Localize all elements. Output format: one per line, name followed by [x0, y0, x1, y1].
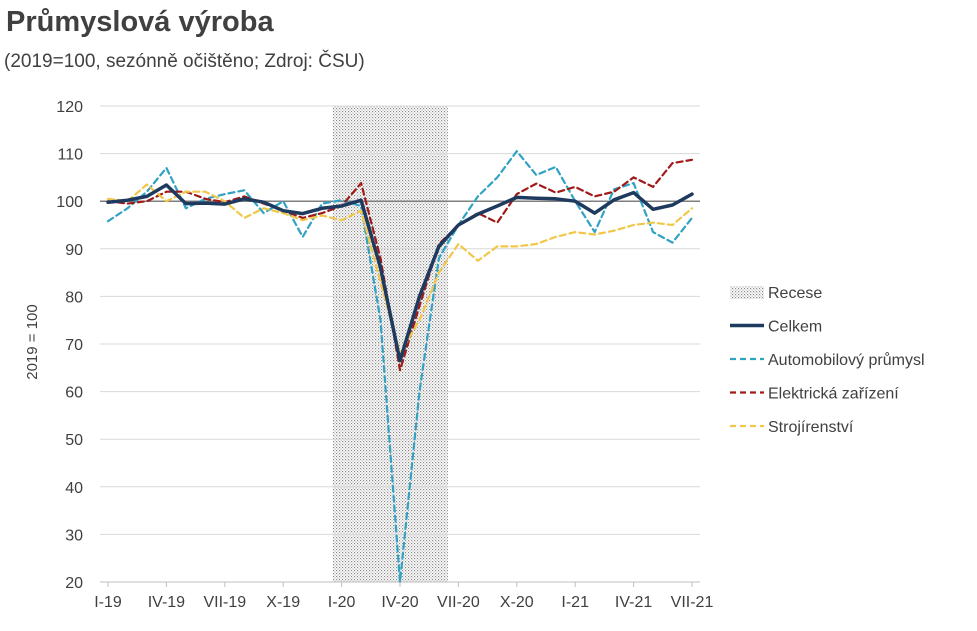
series-line-elektrick-za-zen- [106, 158, 694, 372]
y-tick-label: 40 [65, 480, 83, 497]
legend-swatch-recese [730, 286, 764, 299]
x-tick-label: X-20 [500, 594, 534, 611]
x-tick-label: I-21 [561, 594, 589, 611]
y-tick-label: 120 [56, 99, 83, 116]
x-tick-label: IV-19 [148, 594, 185, 611]
x-tick-label: I-19 [94, 594, 122, 611]
y-tick-label: 50 [65, 432, 83, 449]
chart-subtitle: (2019=100, sezónně očištěno; Zdroj: ČSU) [4, 51, 365, 72]
y-tick-label: 80 [65, 289, 83, 306]
y-tick-label: 20 [65, 575, 83, 592]
legend-label-recese: Recese [768, 285, 822, 302]
y-tick-label: 60 [65, 385, 83, 402]
chart-title: Průmyslová výroba [6, 6, 274, 38]
y-tick-label: 100 [56, 194, 83, 211]
y-tick-label: 90 [65, 242, 83, 259]
x-tick-label: X-19 [266, 594, 300, 611]
x-tick-label: IV-21 [615, 594, 652, 611]
legend-label: Automobilový průmysl [768, 351, 925, 369]
series-line-celkem [106, 183, 694, 363]
legend-label: Strojírenství [768, 419, 854, 436]
y-tick-label: 30 [65, 527, 83, 544]
x-tick-label: IV-20 [381, 594, 418, 611]
x-tick-label: VII-21 [671, 594, 714, 611]
y-tick-label: 110 [57, 147, 83, 164]
legend-label: Celkem [768, 319, 822, 336]
x-tick-label: I-20 [328, 594, 356, 611]
x-tick-label: VII-19 [203, 594, 246, 611]
y-tick-label: 70 [65, 337, 83, 354]
x-tick-label: VII-20 [437, 594, 480, 611]
legend-label: Elektrická zařízení [768, 386, 899, 403]
y-axis-label: 2019 = 100 [24, 304, 41, 380]
